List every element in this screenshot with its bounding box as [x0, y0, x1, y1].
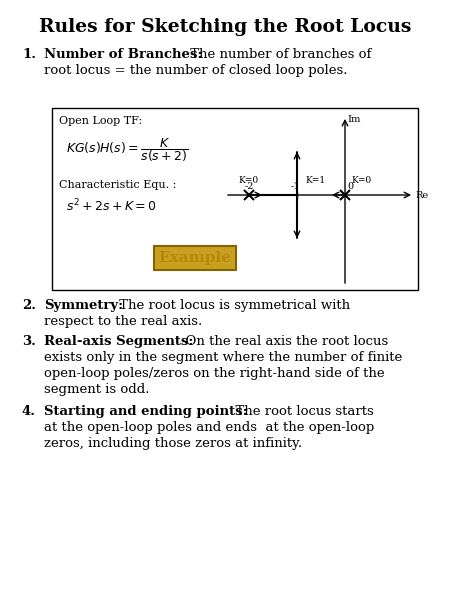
Text: 0: 0	[347, 182, 353, 191]
Text: root locus = the number of closed loop poles.: root locus = the number of closed loop p…	[44, 64, 347, 77]
Text: K=0: K=0	[351, 176, 371, 185]
Text: 1.: 1.	[22, 48, 36, 61]
Text: -1: -1	[290, 182, 300, 191]
Text: K=1: K=1	[305, 176, 325, 185]
Bar	[52, 108, 418, 290]
Text: On the real axis the root locus: On the real axis the root locus	[177, 335, 388, 348]
Text: Symmetry:: Symmetry:	[44, 299, 123, 312]
Text: 4.: 4.	[22, 405, 36, 418]
Text: zeros, including those zeros at infinity.: zeros, including those zeros at infinity…	[44, 437, 302, 450]
Text: Real-axis Segments:: Real-axis Segments:	[44, 335, 193, 348]
Text: Starting and ending points:: Starting and ending points:	[44, 405, 248, 418]
Text: Im: Im	[347, 115, 360, 124]
Text: -2: -2	[244, 182, 254, 191]
Text: open-loop poles/zeros on the right-hand side of the: open-loop poles/zeros on the right-hand …	[44, 367, 385, 380]
Text: $s^2 + 2s + K = 0$: $s^2 + 2s + K = 0$	[66, 198, 157, 215]
Text: Number of Branches:: Number of Branches:	[44, 48, 202, 61]
Text: The root locus is symmetrical with: The root locus is symmetrical with	[115, 299, 350, 312]
Text: Example: Example	[158, 251, 231, 265]
Text: 3.: 3.	[22, 335, 36, 348]
Text: $KG(s)H(s) = \dfrac{K}{s(s+2)}$: $KG(s)H(s) = \dfrac{K}{s(s+2)}$	[66, 136, 189, 164]
Text: segment is odd.: segment is odd.	[44, 383, 149, 396]
Text: respect to the real axis.: respect to the real axis.	[44, 315, 202, 328]
Text: Re: Re	[415, 191, 428, 199]
Text: Characteristic Equ. :: Characteristic Equ. :	[59, 180, 176, 190]
Text: exists only in the segment where the number of finite: exists only in the segment where the num…	[44, 351, 402, 364]
Text: Open Loop TF:: Open Loop TF:	[59, 116, 142, 126]
Text: 2.: 2.	[22, 299, 36, 312]
Text: K=0: K=0	[239, 176, 259, 185]
Text: The number of branches of: The number of branches of	[186, 48, 371, 61]
Text: at the open-loop poles and ends  at the open-loop: at the open-loop poles and ends at the o…	[44, 421, 374, 434]
Text: The root locus starts: The root locus starts	[227, 405, 374, 418]
Text: Rules for Sketching the Root Locus: Rules for Sketching the Root Locus	[39, 18, 411, 36]
